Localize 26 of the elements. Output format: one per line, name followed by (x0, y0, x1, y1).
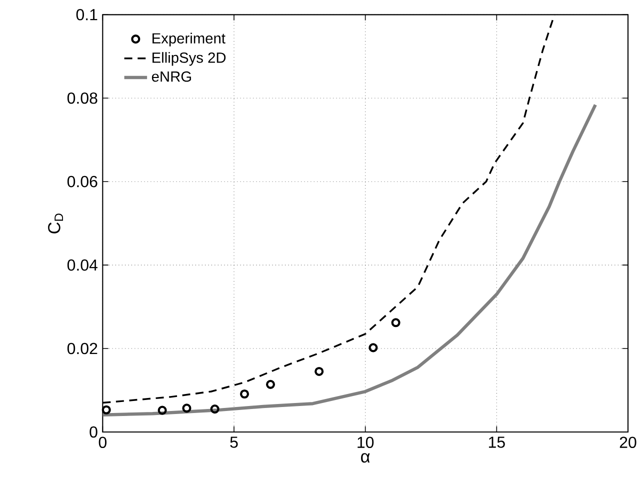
point (314, 366, 324, 376)
y-tick-label: 0.06 (67, 176, 98, 188)
legend-label: EllipSys 2D (152, 52, 226, 66)
y-tick-label: 0.02 (67, 342, 98, 354)
legend-label: Experiment (152, 32, 226, 46)
point (391, 318, 400, 328)
line-series (102, 103, 598, 416)
point (182, 404, 192, 413)
x-tick-label: 15 (488, 436, 505, 448)
legend-label: eNRG (152, 71, 191, 82)
x-axis-title: α (361, 453, 370, 463)
y-tick-label: 0.1 (76, 9, 98, 20)
x-tick-label: 20 (620, 436, 636, 448)
point (240, 389, 250, 399)
x-tick-label: 0 (98, 436, 106, 448)
y-tick-label: 0.04 (67, 259, 98, 271)
point (368, 343, 378, 352)
y-tick-label: 0 (90, 426, 98, 438)
point (102, 405, 111, 414)
point (158, 406, 167, 415)
point (266, 380, 276, 389)
x-tick-label: 5 (230, 436, 238, 448)
y-tick-label: 0.08 (67, 92, 98, 104)
y-axis-title: C$_{D}$ (48, 214, 63, 234)
x-tick-label: 10 (358, 436, 374, 448)
point (210, 404, 220, 414)
